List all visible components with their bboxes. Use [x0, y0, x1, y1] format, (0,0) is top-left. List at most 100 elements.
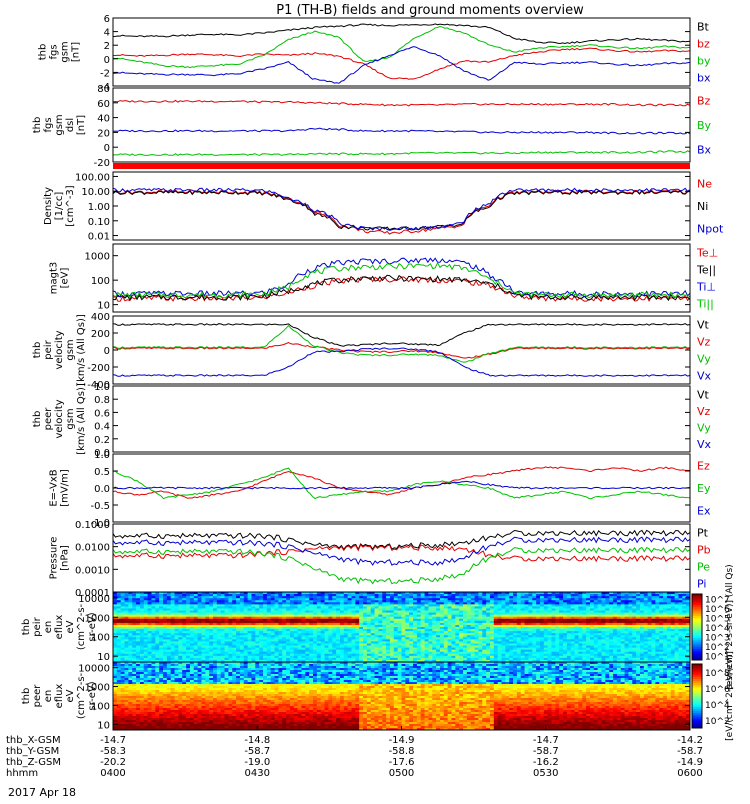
series-line-Ey: [113, 468, 690, 499]
y-tick-label: -200: [87, 363, 110, 374]
y-tick-label: 60: [97, 99, 110, 110]
legend-label: Ne: [697, 177, 712, 190]
y-axis-label: thb: [32, 117, 43, 134]
y-tick-label: 0: [104, 55, 110, 66]
y-axis-label: [nT]: [71, 42, 82, 62]
y-tick-label: 400: [91, 312, 110, 323]
legend-label: by: [697, 55, 711, 68]
y-axis-label: [mV/m]: [60, 469, 71, 507]
legend-label: Ti⊥: [696, 281, 716, 294]
legend-label: Vt: [697, 388, 710, 401]
y-tick-label: 100.00: [75, 172, 110, 183]
y-axis-label: [km/s (All Qs)]: [76, 383, 87, 455]
panel-frame: [113, 18, 690, 86]
y-axis-label: thb: [38, 44, 49, 61]
series-line-Pb: [113, 545, 690, 561]
y-axis-label: Density: [43, 187, 54, 225]
series-line-Vx: [113, 348, 690, 376]
y-axis-label: gsm: [65, 339, 76, 360]
y-tick-label: 0.1000: [75, 520, 110, 531]
y-tick-label: 0.0: [94, 484, 110, 495]
panel-frame: [113, 386, 690, 452]
y-axis-label: magt3: [49, 262, 60, 295]
y-axis-label: thb: [32, 411, 43, 428]
flag-bar: [113, 163, 690, 169]
y-tick-label: 1.0: [94, 382, 110, 393]
series-line-Bz: [113, 100, 690, 106]
y-tick-label: 0.0010: [75, 565, 110, 576]
legend-label: Te⊥: [696, 247, 718, 260]
series-line-Bx: [113, 128, 690, 134]
y-axis-label: [nPa]: [60, 545, 71, 571]
legend-label: Pt: [697, 527, 709, 540]
panel-frame: [113, 88, 690, 162]
series-line-Vz: [113, 343, 690, 358]
panel-frame: [113, 172, 690, 240]
series-line-Bt: [113, 24, 690, 44]
y-tick-label: 20: [97, 128, 110, 139]
y-tick-label: 0.6: [94, 408, 110, 419]
y-tick-label: 0.4: [94, 422, 110, 433]
legend-label: Pb: [697, 544, 711, 557]
legend-label: Te||: [696, 264, 716, 277]
series-line-Ex: [113, 481, 690, 489]
panel-8: PtPbPePi0.10000.01000.00100.0001Pressure…: [49, 520, 711, 599]
y-tick-label: 0.0100: [75, 543, 110, 554]
legend-label: By: [697, 119, 712, 132]
legend-label: Pi: [697, 578, 706, 591]
y-tick-label: 80: [97, 84, 110, 95]
series-line-Ni: [113, 191, 690, 230]
y-tick-label: 0: [104, 143, 110, 154]
y-axis-label: fgs: [49, 44, 60, 59]
legend-label: Ez: [697, 459, 710, 472]
series-line-Pt: [113, 530, 690, 549]
y-axis-label: [1/cc]: [54, 192, 65, 221]
y-axis-label: [km/s (All Qs)]: [76, 314, 87, 386]
y-axis-label: velocity: [54, 399, 65, 438]
y-axis-label: gsm: [60, 41, 71, 62]
y-tick-label: -20: [94, 158, 110, 169]
y-tick-label: 2: [104, 41, 110, 52]
y-axis-label: [nT]: [76, 115, 87, 135]
legend-label: Ni: [697, 200, 708, 213]
y-axis-label: gsm: [65, 408, 76, 429]
legend-label: Pe: [697, 561, 710, 574]
series-line-Npot: [113, 188, 690, 230]
y-axis-label: fgs: [43, 117, 54, 132]
y-tick-label: 0.5: [94, 467, 110, 478]
y-tick-label: 1.0: [94, 450, 110, 461]
y-axis-label: [cm^-3]: [65, 185, 76, 226]
y-tick-label: 4: [104, 28, 110, 39]
y-axis-label: velocity: [54, 330, 65, 369]
legend-label: Vx: [697, 438, 712, 451]
y-tick-label: 1000: [85, 252, 110, 263]
y-tick-label: 6: [104, 14, 110, 25]
y-tick-label: 40: [97, 114, 110, 125]
y-tick-label: 0.8: [94, 395, 110, 406]
y-tick-label: 0: [104, 346, 110, 357]
legend-label: Npot: [697, 223, 724, 236]
plot-title: P1 (TH-B) fields and ground moments over…: [276, 3, 584, 18]
legend-label: bx: [697, 72, 711, 85]
y-tick-label: 1.00: [88, 202, 110, 213]
series-line-by: [113, 26, 690, 67]
y-tick-label: 0.01: [88, 232, 110, 243]
legend-label: Vt: [697, 319, 710, 332]
legend-label: Vx: [697, 370, 712, 383]
legend-label: Bz: [697, 94, 711, 107]
y-tick-label: 100: [91, 276, 110, 287]
legend-label: Vy: [697, 421, 711, 434]
y-tick-label: 200: [91, 329, 110, 340]
legend-label: Bt: [697, 21, 710, 34]
legend-label: Vz: [697, 336, 711, 349]
y-tick-label: 10.00: [81, 187, 110, 198]
series-line-By: [113, 151, 690, 156]
y-axis-label: [eV]: [60, 268, 71, 289]
